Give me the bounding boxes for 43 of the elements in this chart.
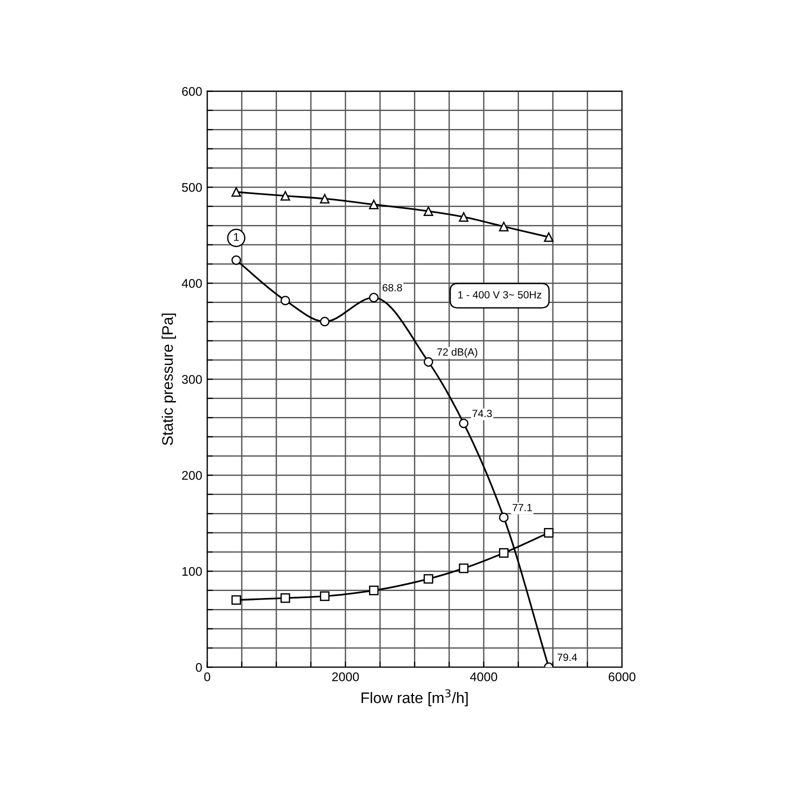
point bbox=[498, 548, 509, 558]
x-axis-title: Flow rate [m$^{3}$/h] bbox=[362, 689, 468, 706]
y-tick-label: 0 bbox=[196, 663, 202, 672]
point bbox=[320, 316, 330, 326]
y-axis-title: Static pressure [Pa] bbox=[162, 314, 176, 446]
point bbox=[498, 222, 509, 232]
annotation: 79.4 bbox=[558, 654, 578, 661]
annotation: 68.8 bbox=[382, 284, 402, 292]
point bbox=[498, 512, 509, 522]
point bbox=[320, 194, 330, 204]
x-tick-label: 4000 bbox=[470, 672, 498, 682]
point bbox=[458, 418, 468, 428]
point bbox=[231, 595, 242, 605]
point bbox=[544, 232, 554, 242]
y-tick-label: 400 bbox=[182, 279, 202, 288]
point bbox=[320, 591, 330, 601]
point bbox=[369, 586, 379, 596]
point bbox=[458, 212, 468, 222]
annotation: 72 dB(A) bbox=[437, 348, 478, 358]
y-tick-label: 600 bbox=[182, 87, 202, 96]
point bbox=[424, 574, 434, 584]
point bbox=[280, 296, 290, 306]
x-tick-label: 2000 bbox=[332, 672, 359, 682]
y-tick-label: 100 bbox=[182, 567, 202, 576]
y-tick-label: 300 bbox=[182, 375, 202, 384]
point bbox=[231, 187, 242, 197]
point bbox=[369, 200, 379, 210]
point bbox=[231, 255, 242, 265]
point bbox=[424, 206, 434, 216]
point bbox=[280, 191, 290, 201]
series-label: 1 bbox=[234, 233, 239, 241]
y-tick-label: 200 bbox=[182, 471, 202, 480]
point bbox=[369, 292, 379, 302]
y-tick-label: 500 bbox=[182, 183, 202, 192]
point bbox=[544, 528, 554, 538]
annotation: 74.3 bbox=[472, 410, 492, 418]
x-tick-label: 6000 bbox=[608, 672, 636, 682]
annotation: 1 - 400 V 3~ 50Hz bbox=[458, 291, 542, 298]
x-tick-label: 0 bbox=[204, 672, 210, 682]
point bbox=[458, 564, 468, 574]
annotation: 77.1 bbox=[512, 504, 532, 512]
point bbox=[280, 593, 290, 603]
point bbox=[424, 357, 434, 367]
